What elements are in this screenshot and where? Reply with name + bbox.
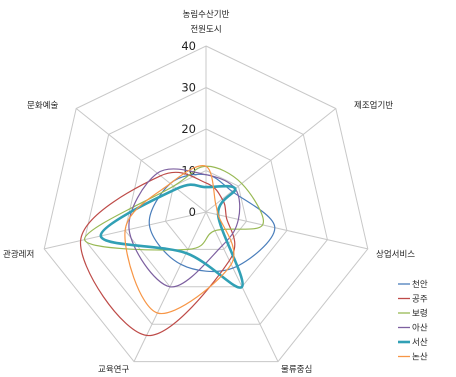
series-line-2 [84,165,264,251]
series-line-4 [99,183,244,289]
axis-label: 물류중심 [281,364,312,375]
tick-label: 20 [181,122,196,136]
grid-ring-40 [43,45,369,363]
legend-entry: 공주 [412,295,428,305]
axis-spoke [205,108,337,213]
tick-label: 40 [181,39,196,53]
grid-ring-30 [84,86,328,325]
tick-label: 30 [181,81,196,95]
axis-label: 제조업기반 [354,100,393,111]
grid-ring-20 [124,128,288,288]
axis-spoke [205,211,368,250]
legend-entry: 아산 [412,323,428,334]
axis-label: 문화예술 [27,100,58,111]
legend-entry: 천안 [412,279,428,290]
tick-label: 0 [189,205,196,219]
axis-spoke [75,108,207,213]
legend-entry: 보령 [412,308,428,319]
grid-layer [43,45,369,363]
series-layer [79,165,276,337]
series-line-5 [124,165,235,315]
axis-label: 상업서비스 [376,249,415,260]
axis-label: 농림수산기반 전원도시 [183,9,230,35]
legend-entry: 서산 [412,337,428,348]
series-line-3 [128,168,241,288]
series-line-1 [79,171,236,337]
legend-entry: 논산 [412,352,428,363]
axis-label: 교육연구 [98,365,129,375]
axis-label: 관광레저 [3,249,34,260]
